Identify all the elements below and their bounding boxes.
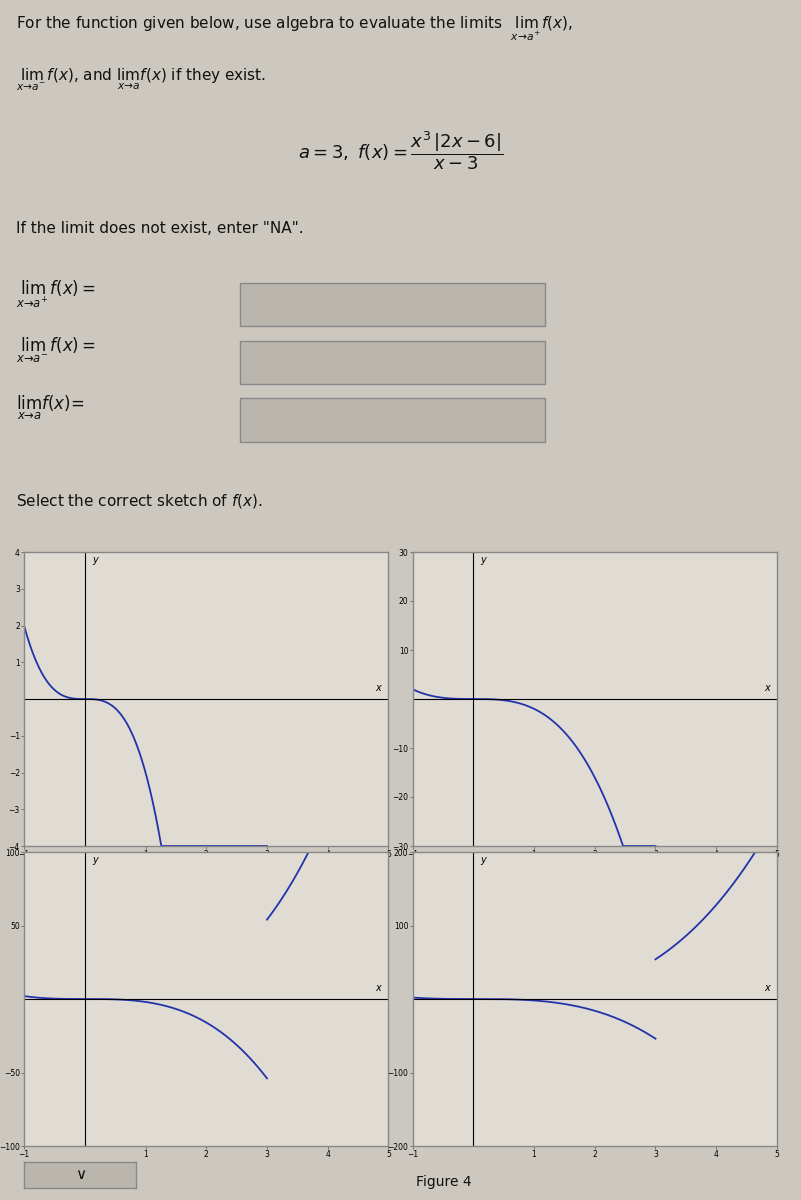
Text: Figure 1: Figure 1 bbox=[28, 876, 83, 889]
FancyBboxPatch shape bbox=[240, 341, 545, 384]
Text: y: y bbox=[92, 854, 98, 865]
Text: x: x bbox=[376, 683, 381, 694]
Text: $\lim_{x \to a^+} f(x) =$: $\lim_{x \to a^+} f(x) =$ bbox=[16, 278, 96, 310]
Text: For the function given below, use algebra to evaluate the limits  $\lim_{x \to a: For the function given below, use algebr… bbox=[16, 14, 574, 42]
Text: $\lim_{x \to a} f(x) =$: $\lim_{x \to a} f(x) =$ bbox=[16, 394, 84, 421]
Text: y: y bbox=[92, 554, 98, 565]
FancyBboxPatch shape bbox=[240, 398, 545, 442]
Text: $a = 3, \ f(x) = \dfrac{x^3\,|2x - 6|}{x - 3}$: $a = 3, \ f(x) = \dfrac{x^3\,|2x - 6|}{x… bbox=[298, 130, 503, 173]
Text: Figure 4: Figure 4 bbox=[417, 1176, 472, 1189]
Text: Figure 3: Figure 3 bbox=[28, 1176, 83, 1189]
Text: y: y bbox=[481, 854, 486, 865]
Text: x: x bbox=[764, 983, 770, 994]
Text: $\lim_{x \to a^-} f(x)$, and $\lim_{x \to a} f(x)$ if they exist.: $\lim_{x \to a^-} f(x)$, and $\lim_{x \t… bbox=[16, 67, 266, 94]
Text: ∨: ∨ bbox=[74, 1168, 86, 1182]
Text: x: x bbox=[764, 683, 770, 694]
Text: y: y bbox=[481, 554, 486, 565]
Text: Select the correct sketch of $f(x)$.: Select the correct sketch of $f(x)$. bbox=[16, 492, 263, 510]
FancyBboxPatch shape bbox=[240, 283, 545, 326]
Text: Figure 2: Figure 2 bbox=[417, 876, 472, 889]
Text: If the limit does not exist, enter "NA".: If the limit does not exist, enter "NA". bbox=[16, 221, 304, 235]
Text: $\lim_{x \to a^-} f(x) =$: $\lim_{x \to a^-} f(x) =$ bbox=[16, 336, 96, 366]
Text: x: x bbox=[376, 983, 381, 994]
